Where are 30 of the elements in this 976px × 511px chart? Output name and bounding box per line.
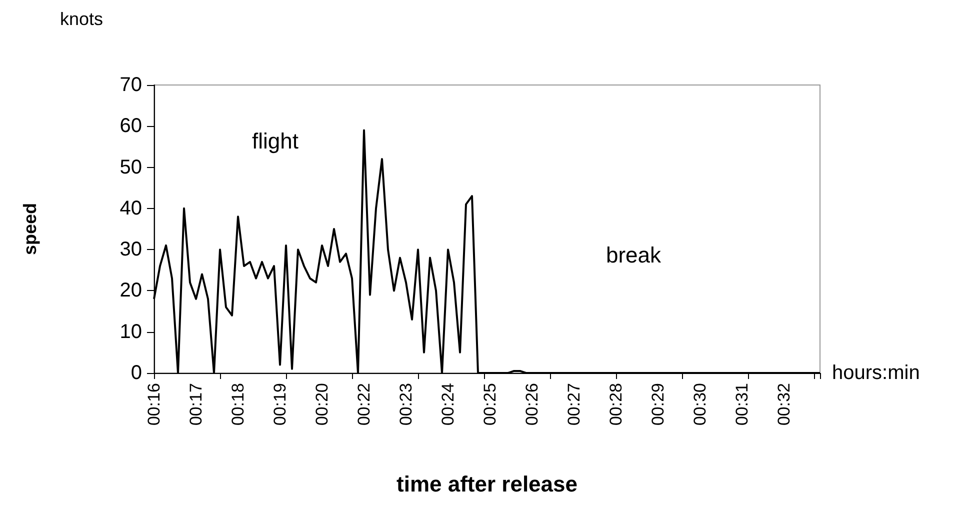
x-tick-label: 00:24 bbox=[438, 383, 458, 426]
x-tick-label: 00:18 bbox=[228, 383, 248, 426]
x-tick-label: 00:25 bbox=[480, 383, 500, 426]
x-tick-label: 00:30 bbox=[690, 383, 710, 426]
text: knots bbox=[60, 9, 104, 29]
x-tick-label: 00:26 bbox=[522, 383, 542, 426]
x-tick-label: 00:32 bbox=[774, 383, 794, 426]
x-tick-label: 00:20 bbox=[312, 383, 332, 426]
y-tick-label: 30 bbox=[120, 238, 142, 261]
y-tick-label: 20 bbox=[120, 280, 142, 302]
y-tick-label: 60 bbox=[120, 115, 142, 138]
x-tick-label: 00:23 bbox=[396, 383, 416, 426]
annotation: flight bbox=[252, 128, 298, 154]
y-tick-label: 10 bbox=[120, 320, 142, 343]
x-tick-label: 00:29 bbox=[648, 383, 668, 426]
x-tick-label: 00:27 bbox=[564, 383, 584, 426]
x-tick-label: 00:22 bbox=[354, 383, 374, 426]
y-tick-label: 70 bbox=[120, 74, 142, 96]
x-tick-label: 00:17 bbox=[186, 383, 206, 426]
annotation: break bbox=[606, 242, 662, 268]
y-tick-label: 0 bbox=[130, 362, 142, 384]
x-axis-title: time after release bbox=[396, 472, 578, 496]
x-tick-label: 00:19 bbox=[270, 383, 290, 426]
y-axis-title: speed bbox=[20, 202, 40, 256]
x-tick-label: 00:31 bbox=[732, 383, 752, 426]
x-tick-label: 00:28 bbox=[606, 383, 626, 426]
y-tick-label: 40 bbox=[120, 197, 142, 220]
text: hours:min bbox=[832, 362, 920, 384]
y-tick-label: 50 bbox=[120, 156, 142, 178]
x-tick-label: 00:16 bbox=[144, 383, 164, 426]
